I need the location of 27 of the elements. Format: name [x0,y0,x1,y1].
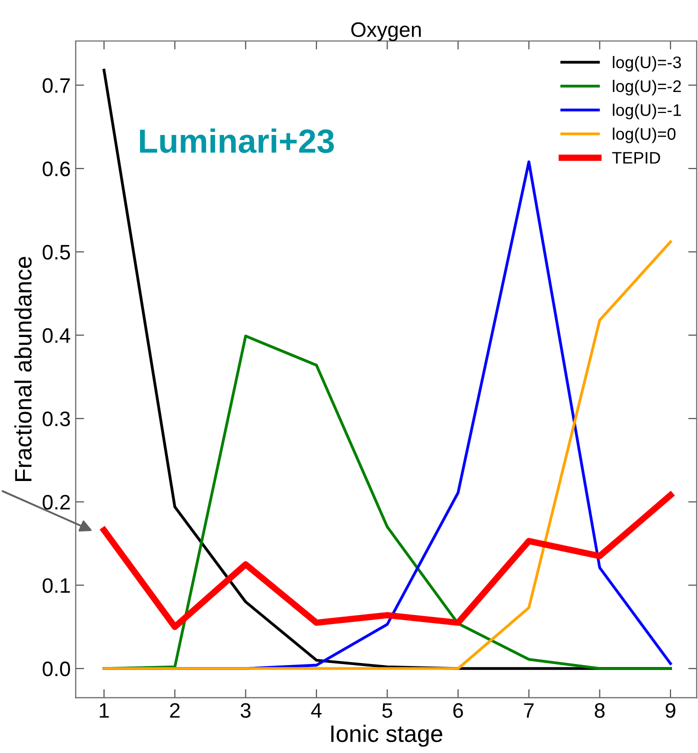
x-tick-label: 4 [311,703,322,718]
y-tick-label: 0.1 [42,578,70,593]
legend-label: log(U)=-3 [612,56,681,72]
legend-label: log(U)=-1 [612,104,681,120]
x-tick-label: 7 [524,703,534,718]
y-axis-title: Fractional abundance [14,256,32,481]
legend-label: log(U)=-2 [612,80,681,96]
legend-label: log(U)=0 [612,128,676,144]
x-tick-label: 9 [666,703,676,718]
x-axis-title: Ionic stage [331,724,442,747]
y-tick-label: 0.2 [42,494,70,510]
y-tick-label: 0.4 [42,328,70,343]
x-tick-label: 1 [100,703,109,718]
line-series [102,240,672,670]
y-tick-label: 0.7 [42,78,70,93]
chart-title: Oxygen [351,22,421,42]
y-tick-label: 0.6 [42,162,70,176]
legend-label: TEPID [612,152,660,164]
x-tick-label: 3 [240,703,251,718]
y-tick-label: 0.5 [42,244,70,260]
x-tick-label: 5 [382,703,392,718]
x-tick-label: 6 [453,703,463,718]
y-tick-label: 0.3 [42,412,70,426]
annotation: Luminari+23 [140,128,334,154]
x-tick-label: 8 [594,703,605,718]
y-tick-label: 0.0 [42,662,70,676]
x-tick-label: 2 [170,703,180,718]
